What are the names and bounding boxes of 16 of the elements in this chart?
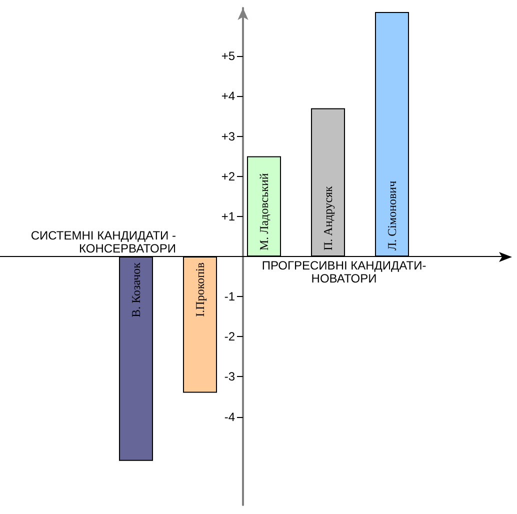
x-tick-label: М. Ладовський — [257, 172, 271, 250]
x-tick-label: П. Андрусяк — [321, 186, 335, 250]
y-tick-label: +1 — [221, 209, 236, 224]
y-tick-label: -1 — [224, 290, 236, 304]
x-tick-label: Л. Сімонович — [385, 180, 399, 250]
y-tick-label: +4 — [221, 89, 236, 104]
y-tick-label: +2 — [221, 169, 236, 184]
y-tick-label: +5 — [221, 49, 236, 64]
y-tick-label: -3 — [224, 370, 236, 384]
y-tick-label: +3 — [221, 129, 236, 144]
x-tick-label: В. Козачок — [129, 262, 143, 318]
y-tick-label: -2 — [224, 330, 236, 344]
annotation: ПРОГРЕСИВНІ КАНДИДАТИ-НОВАТОРИ — [262, 258, 426, 286]
y-tick-label: -4 — [224, 410, 236, 424]
x-tick-label: І.Прокопів — [193, 262, 207, 317]
annotation: СИСТЕМНІ КАНДИДАТИ - КОНСЕРВАТОРИ — [30, 228, 176, 256]
